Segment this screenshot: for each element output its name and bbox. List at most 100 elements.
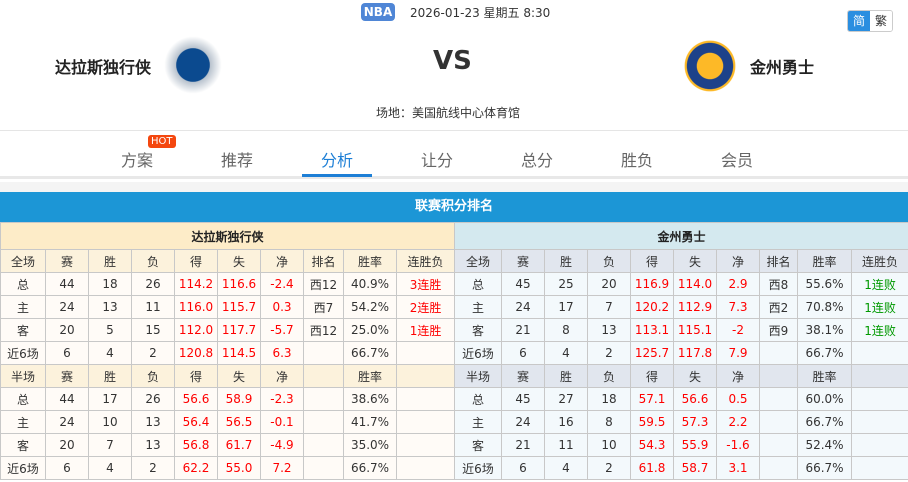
table-row: 主 24 10 13 56.4 56.5 -0.1 41.7% [0,410,456,434]
table-cell: 主 [0,410,46,434]
table-cell: 66.7% [797,456,852,480]
table-cell: 客 [454,318,502,342]
table-cell: 112.0 [174,318,218,342]
column-header: 净 [260,249,304,273]
column-header: 得 [174,364,218,388]
table-cell: 主 [454,295,502,319]
tab-moneyline[interactable]: 胜负 [620,151,653,170]
table-cell: 115.7 [217,295,261,319]
table-cell: 3.1 [716,456,760,480]
table-cell: 7 [587,295,631,319]
tab-member[interactable]: 会员 [720,151,753,170]
header-row: 半场赛胜负得失净 胜率 [0,364,456,388]
table-cell: 120.2 [630,295,674,319]
table-cell [303,433,344,457]
simplified-button[interactable]: 简 [848,11,870,31]
table-cell: 4 [88,341,132,365]
table-cell: 1连胜 [395,318,456,342]
table-cell: 10 [587,433,631,457]
tab-analysis[interactable]: 分析 [320,151,353,170]
table-cell: 8 [544,318,588,342]
table-cell: 116.0 [174,295,218,319]
column-header: 连胜负 [850,249,908,273]
tab-total[interactable]: 总分 [520,151,553,170]
table-cell: 11 [131,295,175,319]
table-cell: 总 [454,272,502,296]
table-cell [303,341,344,365]
table-cell: 2.2 [716,410,760,434]
table-cell: -5.7 [260,318,304,342]
tab-recommend[interactable]: 推荐 [220,151,253,170]
language-toggle: 简 繁 [847,10,893,32]
table-cell: -0.1 [260,410,304,434]
table-cell: 客 [0,433,46,457]
table-cell: 主 [0,295,46,319]
table-cell: 20 [45,433,89,457]
table-cell: 66.7% [343,456,397,480]
table-cell: 24 [501,295,545,319]
table-cell: 40.9% [343,272,397,296]
column-header: 失 [673,364,717,388]
table-cell: 客 [454,433,502,457]
away-standings-table: 金州勇士 全场赛胜负得失净排名 胜率 连胜负总 45 25 20 116.9 114.0 2.9 西… [453,222,908,480]
header-row: 全场赛胜负得失净排名 胜率 连胜负 [454,249,908,273]
team-caption: 金州勇士 [453,222,908,250]
tab-handicap[interactable]: 让分 [420,151,453,170]
table-cell: 21 [501,433,545,457]
table-cell: 1连败 [850,295,908,319]
table-cell: 8 [587,410,631,434]
table-cell: 13 [131,433,175,457]
tab-plan[interactable]: 方案 [120,151,153,170]
table-cell: 35.0% [343,433,397,457]
table-cell: 20 [45,318,89,342]
table-cell: 2连胜 [395,295,456,319]
table-row: 近6场 6 4 2 61.8 58.7 3.1 66.7% [454,456,908,480]
column-header: 胜 [88,364,132,388]
table-cell: 7.3 [716,295,760,319]
table-cell: 58.9 [217,387,261,411]
column-header: 胜 [544,249,588,273]
table-cell: 6 [501,341,545,365]
table-cell: 西2 [759,295,798,319]
table-cell: 0.5 [716,387,760,411]
column-header: 赛 [45,249,89,273]
table-cell: 3连胜 [395,272,456,296]
table-cell: 4 [88,456,132,480]
table-row: 总 45 27 18 57.1 56.6 0.5 60.0% [454,387,908,411]
traditional-button[interactable]: 繁 [870,11,892,31]
table-row: 客 20 7 13 56.8 61.7 -4.9 35.0% [0,433,456,457]
table-row: 主 24 16 8 59.5 57.3 2.2 66.7% [454,410,908,434]
table-cell: 57.1 [630,387,674,411]
table-cell [759,433,798,457]
table-cell: 58.7 [673,456,717,480]
table-cell: 18 [587,387,631,411]
table-row: 主 24 13 11 116.0 115.7 0.3 西7 54.2% 2连胜 [0,295,456,319]
column-header: 胜率 [797,249,852,273]
table-row: 近6场 6 4 2 62.2 55.0 7.2 66.7% [0,456,456,480]
home-team-name: 达拉斯独行侠 [55,58,152,77]
column-header: 全场 [0,249,46,273]
column-header: 净 [716,249,760,273]
table-row: 客 20 5 15 112.0 117.7 -5.7 西12 25.0% 1连胜 [0,318,456,342]
table-cell [850,410,908,434]
column-header: 排名 [303,249,344,273]
table-cell: 7 [88,433,132,457]
table-cell: 56.5 [217,410,261,434]
table-cell: 70.8% [797,295,852,319]
column-header: 失 [673,249,717,273]
table-cell: 26 [131,387,175,411]
table-cell: 西12 [303,272,344,296]
column-header: 赛 [45,364,89,388]
section-title: 联赛积分排名 [0,192,908,222]
table-cell: 13 [131,410,175,434]
table-cell: 116.6 [217,272,261,296]
table-cell: -4.9 [260,433,304,457]
table-cell [850,341,908,365]
table-cell [395,433,456,457]
column-header: 胜率 [343,249,397,273]
table-cell: 114.5 [217,341,261,365]
table-row: 客 21 8 13 113.1 115.1 -2 西9 38.1% 1连败 [454,318,908,342]
table-cell: 115.1 [673,318,717,342]
table-cell [395,387,456,411]
column-header: 净 [260,364,304,388]
